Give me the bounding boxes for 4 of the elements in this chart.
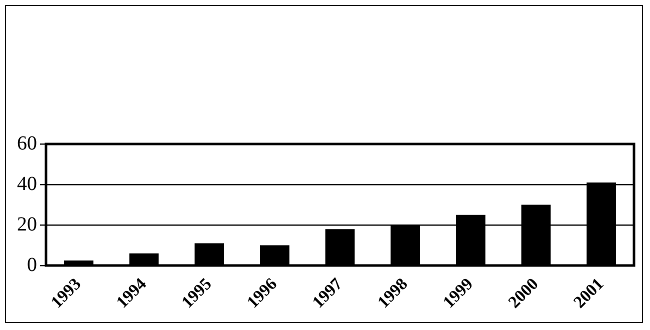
y-tick-label: 0 [27,254,37,276]
y-tick-label: 60 [17,132,37,154]
y-tick-label: 20 [17,213,37,236]
y-tick-label: 40 [17,172,37,195]
